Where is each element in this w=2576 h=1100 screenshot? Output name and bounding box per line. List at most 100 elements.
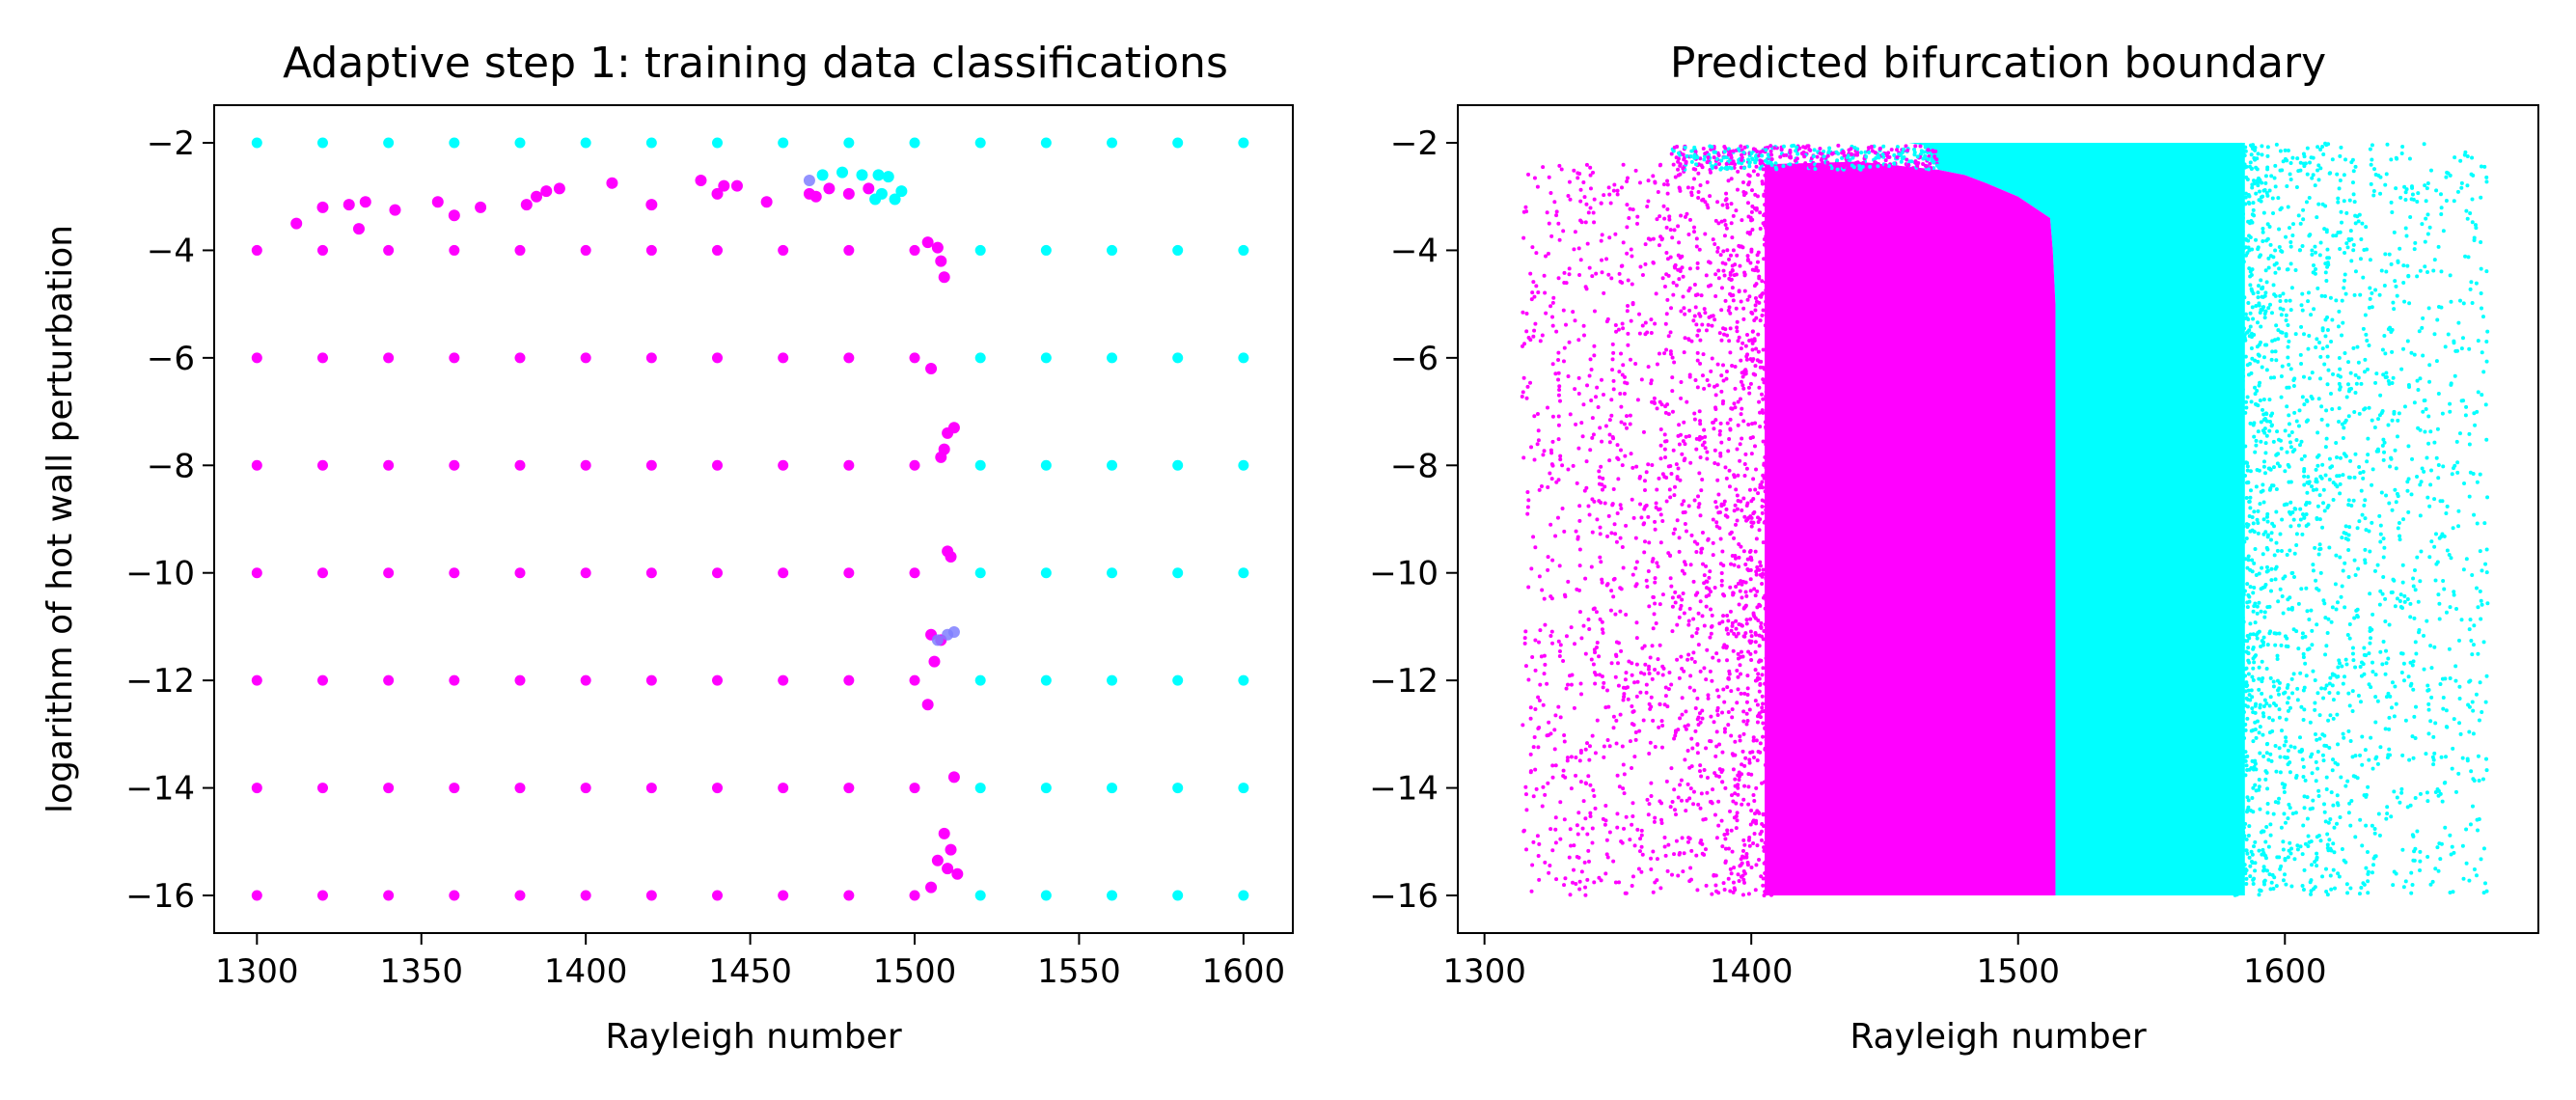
predicted-stable-point [2421, 316, 2425, 320]
predicted-unstable-point [1663, 853, 1668, 858]
predicted-unstable-point [1549, 596, 1554, 601]
predicted-unstable-point [1654, 621, 1658, 626]
unstable-point [712, 567, 724, 579]
predicted-unstable-point [1583, 781, 1588, 785]
predicted-stable-point [2321, 598, 2326, 603]
predicted-unstable-point [1713, 272, 1718, 277]
predicted-unstable-point [1767, 474, 1771, 479]
predicted-stable-point [2238, 434, 2243, 439]
predicted-stable-point [2290, 691, 2295, 696]
predicted-unstable-point [1627, 216, 1631, 221]
predicted-stable-point [2451, 526, 2455, 531]
predicted-stable-point [2243, 728, 2248, 732]
predicted-stable-point [2260, 287, 2264, 291]
predicted-unstable-point [1540, 588, 1545, 592]
predicted-stable-point [2264, 825, 2269, 830]
predicted-stable-point [2265, 786, 2270, 791]
predicted-unstable-point [1521, 310, 1525, 315]
predicted-unstable-point [1773, 455, 1778, 460]
y-tick-label: −8 [147, 447, 195, 485]
predicted-unstable-point [1772, 672, 1777, 676]
predicted-unstable-point [1733, 777, 1738, 782]
predicted-stable-point [2318, 570, 2323, 575]
predicted-unstable-point [1767, 438, 1771, 443]
predicted-stable-point [2236, 556, 2241, 561]
predicted-unstable-point [1631, 207, 1635, 212]
predicted-stable-point [2239, 142, 2244, 147]
predicted-unstable-point [1767, 637, 1771, 642]
predicted-stable-point [2422, 142, 2426, 147]
predicted-unstable-point [1696, 171, 1701, 176]
predicted-stable-point [2292, 551, 2297, 556]
predicted-stable-point [2271, 679, 2276, 684]
predicted-stable-point [2340, 333, 2344, 338]
predicted-unstable-point [1734, 626, 1739, 631]
predicted-unstable-point [1765, 769, 1769, 774]
predicted-unstable-point [1666, 334, 1671, 339]
predicted-stable-point [2256, 295, 2261, 300]
predicted-unstable-point [1634, 620, 1639, 625]
predicted-stable-point [2266, 757, 2271, 762]
predicted-unstable-point [1664, 250, 1669, 255]
predicted-stable-point [2260, 565, 2264, 570]
predicted-unstable-point [1722, 729, 1727, 734]
predicted-unstable-point [1730, 268, 1735, 273]
predicted-stable-point [2410, 663, 2415, 668]
predicted-stable-point [2251, 179, 2256, 183]
predicted-unstable-point [1762, 861, 1767, 866]
predicted-unstable-point [1532, 457, 1537, 462]
predicted-stable-point [2445, 725, 2450, 729]
predicted-unstable-point [1773, 658, 1778, 663]
predicted-unstable-point [1728, 866, 1733, 871]
predicted-stable-point [2262, 471, 2267, 476]
predicted-stable-point [2456, 509, 2461, 513]
predicted-unstable-point [1680, 712, 1685, 717]
predicted-stable-point [2382, 440, 2387, 445]
predicted-unstable-point [1528, 705, 1533, 710]
predicted-unstable-point [1770, 296, 1775, 301]
predicted-stable-point [2317, 253, 2322, 258]
predicted-stable-point [2370, 467, 2375, 472]
predicted-stable-point [2327, 838, 2332, 842]
predicted-unstable-point [1637, 312, 1642, 316]
predicted-stable-point [2316, 691, 2320, 696]
predicted-stable-point [2420, 222, 2425, 227]
predicted-unstable-point [1630, 884, 1634, 889]
predicted-unstable-point [1698, 599, 1703, 604]
predicted-unstable-point [1715, 462, 1720, 467]
predicted-stable-point [2405, 805, 2410, 810]
predicted-stable-point [2273, 800, 2278, 805]
predicted-unstable-point [1768, 242, 1772, 247]
predicted-stable-point [2331, 698, 2336, 702]
predicted-unstable-point [1773, 777, 1778, 782]
chart-left-y-label: logarithm of hot wall perturbation [41, 225, 80, 813]
predicted-stable-point [2431, 762, 2436, 767]
predicted-unstable-point [1678, 607, 1683, 612]
predicted-unstable-point [1753, 421, 1758, 426]
predicted-stable-point [2381, 574, 2386, 579]
stable-point [1107, 567, 1118, 579]
predicted-unstable-point [1651, 890, 1656, 894]
predicted-unstable-point [1704, 746, 1709, 751]
predicted-stable-point [2368, 296, 2372, 301]
predicted-unstable-point [1532, 414, 1537, 419]
predicted-unstable-point [1550, 763, 1555, 768]
predicted-stable-point [2405, 339, 2410, 344]
predicted-stable-point [2438, 192, 2443, 197]
predicted-unstable-point [1553, 840, 1558, 845]
predicted-stable-point [2361, 326, 2366, 331]
predicted-stable-point [2329, 619, 2334, 624]
predicted-unstable-point [1726, 619, 1731, 623]
predicted-stable-point [2448, 401, 2453, 406]
predicted-stable-point [2398, 604, 2403, 609]
predicted-unstable-point [1704, 273, 1709, 278]
unstable-point [531, 190, 543, 203]
predicted-unstable-point [1579, 636, 1584, 641]
predicted-unstable-point [1678, 256, 1683, 261]
predicted-unstable-point [1748, 589, 1753, 593]
predicted-stable-point [2243, 354, 2248, 359]
predicted-unstable-point [1758, 210, 1763, 215]
predicted-unstable-point [1537, 877, 1542, 882]
predicted-unstable-point [1545, 681, 1549, 686]
predicted-stable-point [2415, 199, 2420, 204]
